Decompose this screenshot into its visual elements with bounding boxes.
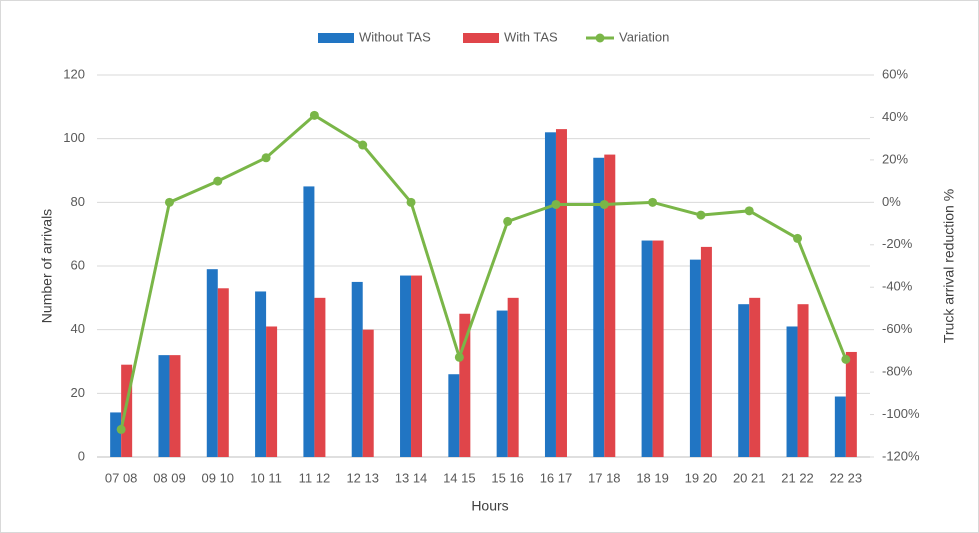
- bar: [121, 364, 133, 457]
- y-tick-label: 40: [71, 321, 85, 336]
- bar: [834, 396, 846, 457]
- bar: [169, 355, 181, 457]
- bar: [604, 154, 616, 458]
- bar: [786, 326, 798, 457]
- line-marker: [599, 199, 609, 209]
- bar: [303, 186, 315, 457]
- bar: [738, 304, 750, 457]
- x-tick-label: 17 18: [588, 470, 621, 485]
- y-tick-label: 80: [71, 194, 85, 209]
- line: [119, 113, 848, 430]
- bar: [641, 240, 653, 457]
- y2-tick-label: -20%: [882, 236, 913, 251]
- y2-tick-label: -100%: [882, 406, 920, 421]
- y2-tick-label: 40%: [882, 109, 908, 124]
- y2-tick-label: -60%: [882, 321, 913, 336]
- line-marker: [116, 424, 126, 434]
- bar: [544, 132, 556, 458]
- bar: [266, 326, 278, 457]
- line-marker: [696, 210, 706, 220]
- bar: [362, 329, 374, 457]
- bar: [351, 281, 363, 457]
- line-marker: [793, 233, 803, 243]
- line-marker: [164, 197, 174, 207]
- line-marker: [841, 354, 851, 364]
- legend-label: With TAS: [504, 29, 558, 44]
- y2-tick-label: -80%: [882, 364, 913, 379]
- line-marker: [551, 199, 561, 209]
- x-tick-label: 15 16: [491, 470, 524, 485]
- y-tick-label: 120: [63, 66, 85, 81]
- x-tick-label: 08 09: [153, 470, 186, 485]
- line-marker: [454, 352, 464, 362]
- x-tick-label: 11 12: [299, 470, 331, 485]
- legend-swatch: [463, 33, 499, 43]
- bar: [206, 269, 218, 457]
- x-tick-label: 10 11: [250, 470, 282, 485]
- bar: [689, 259, 701, 457]
- bar: [593, 157, 605, 457]
- y-tick-label: 100: [63, 130, 85, 145]
- x-tick-label: 20 21: [733, 470, 766, 485]
- x-tick-label: 09 10: [202, 470, 235, 485]
- legend-label: Without TAS: [359, 29, 431, 44]
- y-axis-label: Number of arrivals: [39, 209, 55, 323]
- x-tick-label: 18 19: [636, 470, 669, 485]
- bar: [700, 246, 712, 457]
- x-tick-label: 19 20: [685, 470, 718, 485]
- bar: [411, 275, 423, 457]
- x-tick-label: 13 14: [395, 470, 428, 485]
- bar: [652, 240, 664, 457]
- bar: [448, 374, 460, 457]
- x-tick-label: 14 15: [443, 470, 476, 485]
- bar: [110, 412, 122, 457]
- y2-tick-label: -120%: [882, 448, 920, 463]
- x-tick-label: 16 17: [540, 470, 573, 485]
- bar: [507, 297, 519, 457]
- y2-tick-label: -40%: [882, 279, 913, 294]
- y2-axis-label: Truck arrival reduction %: [941, 189, 957, 343]
- y2-tick-label: 60%: [882, 66, 908, 81]
- bar: [845, 351, 857, 457]
- bar: [749, 297, 761, 457]
- legend-swatch: [595, 33, 605, 43]
- bar: [459, 313, 471, 457]
- line-marker: [358, 140, 368, 150]
- bar: [217, 288, 229, 457]
- x-tick-label: 21 22: [781, 470, 814, 485]
- y-tick-label: 20: [71, 385, 85, 400]
- bar: [255, 291, 267, 457]
- line-marker: [648, 197, 658, 207]
- line-marker: [744, 206, 754, 216]
- line-marker: [406, 197, 416, 207]
- x-tick-label: 12 13: [346, 470, 379, 485]
- legend-label: Variation: [619, 29, 669, 44]
- x-axis-label: Hours: [471, 498, 508, 514]
- line-marker: [309, 110, 319, 120]
- bar: [797, 304, 809, 457]
- bar: [555, 129, 567, 457]
- legend-swatch: [318, 33, 354, 43]
- y-tick-label: 0: [78, 448, 85, 463]
- y2-tick-label: 0%: [882, 194, 901, 209]
- x-tick-label: 07 08: [105, 470, 138, 485]
- line-marker: [261, 153, 271, 163]
- line-marker: [503, 216, 513, 226]
- y2-tick-label: 20%: [882, 151, 908, 166]
- bar: [400, 275, 412, 457]
- y-tick-label: 60: [71, 257, 85, 272]
- x-tick-label: 22 23: [830, 470, 863, 485]
- bar: [496, 310, 508, 457]
- bar: [314, 297, 326, 457]
- bar: [158, 355, 170, 457]
- line-marker: [213, 176, 223, 186]
